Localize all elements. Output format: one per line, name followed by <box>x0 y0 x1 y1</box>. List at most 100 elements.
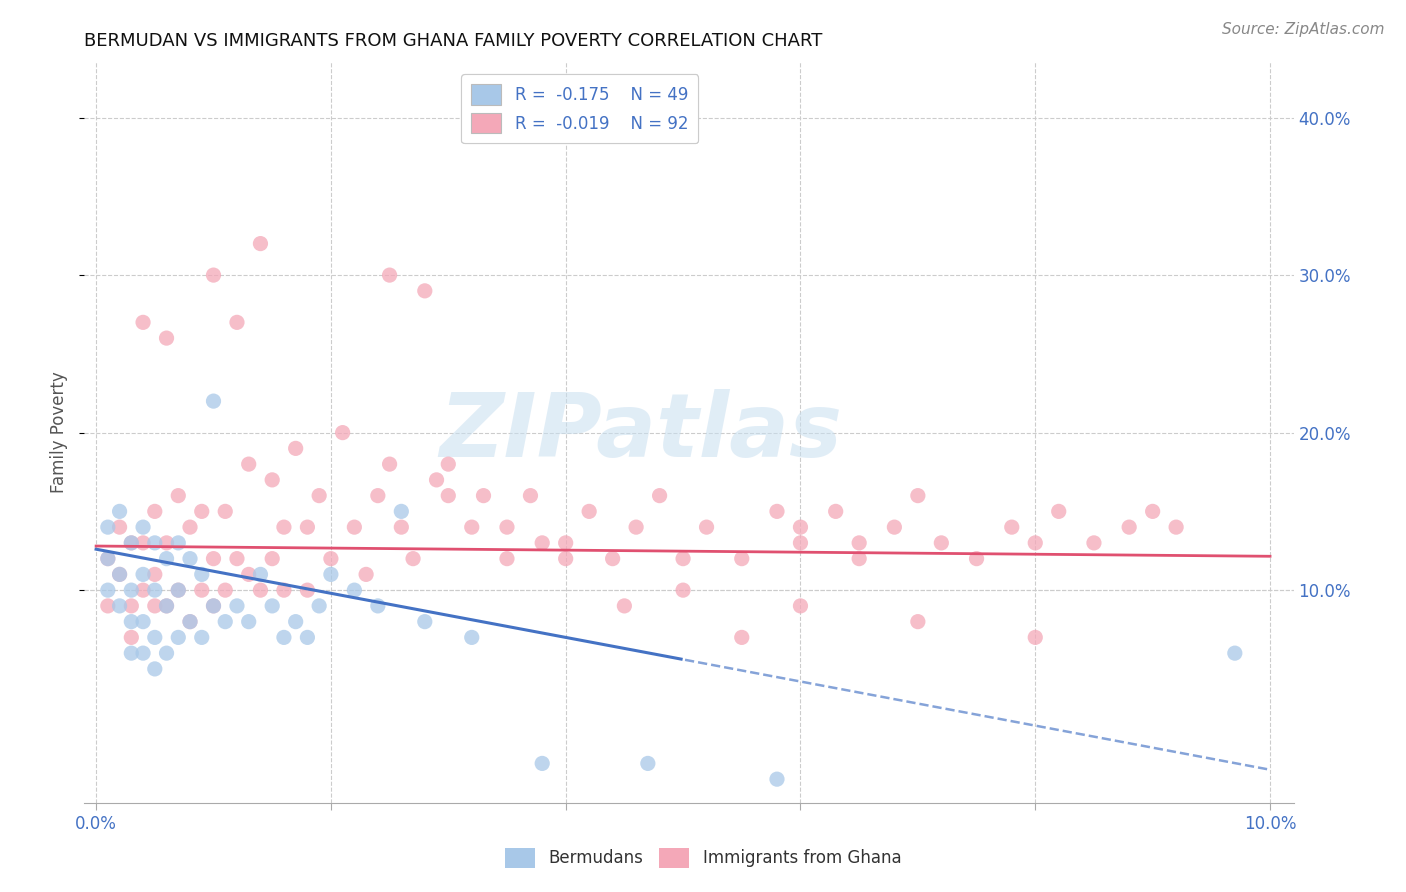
Point <box>496 551 519 566</box>
Point <box>132 315 155 329</box>
Point <box>378 268 401 282</box>
Point <box>97 599 120 613</box>
Point <box>155 599 177 613</box>
Point <box>249 583 271 598</box>
Text: Source: ZipAtlas.com: Source: ZipAtlas.com <box>1222 22 1385 37</box>
Point <box>966 551 988 566</box>
Point <box>731 551 754 566</box>
Point <box>143 631 166 645</box>
Point <box>179 520 201 534</box>
Point <box>848 551 870 566</box>
Point <box>238 567 260 582</box>
Point <box>648 489 671 503</box>
Point <box>1083 536 1105 550</box>
Point <box>143 662 166 676</box>
Y-axis label: Family Poverty: Family Poverty <box>51 372 69 493</box>
Point <box>108 504 131 518</box>
Point <box>531 536 554 550</box>
Point <box>167 489 190 503</box>
Point <box>413 615 436 629</box>
Point <box>461 520 484 534</box>
Point <box>696 520 718 534</box>
Point <box>531 756 554 771</box>
Point <box>883 520 905 534</box>
Point <box>120 646 142 660</box>
Point <box>167 631 190 645</box>
Legend: R =  -0.175    N = 49, R =  -0.019    N = 92: R = -0.175 N = 49, R = -0.019 N = 92 <box>461 74 699 144</box>
Point <box>190 583 212 598</box>
Legend: Bermudans, Immigrants from Ghana: Bermudans, Immigrants from Ghana <box>498 841 908 875</box>
Point <box>1024 536 1046 550</box>
Point <box>132 520 155 534</box>
Point <box>120 536 142 550</box>
Point <box>155 599 177 613</box>
Point <box>262 551 284 566</box>
Point <box>319 567 342 582</box>
Point <box>672 583 695 598</box>
Point <box>97 583 120 598</box>
Point <box>155 536 177 550</box>
Point <box>496 520 519 534</box>
Point <box>284 442 307 456</box>
Point <box>308 599 330 613</box>
Point <box>789 520 811 534</box>
Point <box>202 599 225 613</box>
Point <box>120 615 142 629</box>
Point <box>354 567 377 582</box>
Point <box>190 567 212 582</box>
Point <box>848 536 870 550</box>
Point <box>120 599 142 613</box>
Point <box>789 599 811 613</box>
Point <box>1223 646 1246 660</box>
Point <box>143 567 166 582</box>
Point <box>226 599 249 613</box>
Point <box>378 457 401 471</box>
Point <box>578 504 600 518</box>
Point <box>167 536 190 550</box>
Point <box>319 551 342 566</box>
Point <box>308 489 330 503</box>
Point <box>202 268 225 282</box>
Point <box>413 284 436 298</box>
Point <box>602 551 624 566</box>
Point <box>214 615 236 629</box>
Point <box>97 551 120 566</box>
Point <box>672 551 695 566</box>
Point <box>1166 520 1188 534</box>
Point <box>332 425 354 440</box>
Point <box>143 583 166 598</box>
Point <box>367 489 389 503</box>
Point <box>202 551 225 566</box>
Text: BERMUDAN VS IMMIGRANTS FROM GHANA FAMILY POVERTY CORRELATION CHART: BERMUDAN VS IMMIGRANTS FROM GHANA FAMILY… <box>84 32 823 50</box>
Point <box>190 504 212 518</box>
Text: ZIPatlas: ZIPatlas <box>439 389 842 476</box>
Point <box>108 520 131 534</box>
Point <box>132 583 155 598</box>
Point <box>1047 504 1070 518</box>
Point <box>389 504 412 518</box>
Point <box>637 756 659 771</box>
Point <box>108 599 131 613</box>
Point <box>731 631 754 645</box>
Point <box>284 615 307 629</box>
Point <box>437 489 460 503</box>
Point <box>143 536 166 550</box>
Point <box>789 536 811 550</box>
Point <box>624 520 647 534</box>
Point <box>907 615 929 629</box>
Point <box>437 457 460 471</box>
Point <box>97 520 120 534</box>
Point <box>824 504 846 518</box>
Point <box>1001 520 1024 534</box>
Point <box>179 615 201 629</box>
Point <box>297 583 319 598</box>
Point <box>262 473 284 487</box>
Point <box>262 599 284 613</box>
Point <box>179 551 201 566</box>
Point <box>931 536 953 550</box>
Point <box>367 599 389 613</box>
Point <box>167 583 190 598</box>
Point <box>179 615 201 629</box>
Point <box>120 536 142 550</box>
Point <box>167 583 190 598</box>
